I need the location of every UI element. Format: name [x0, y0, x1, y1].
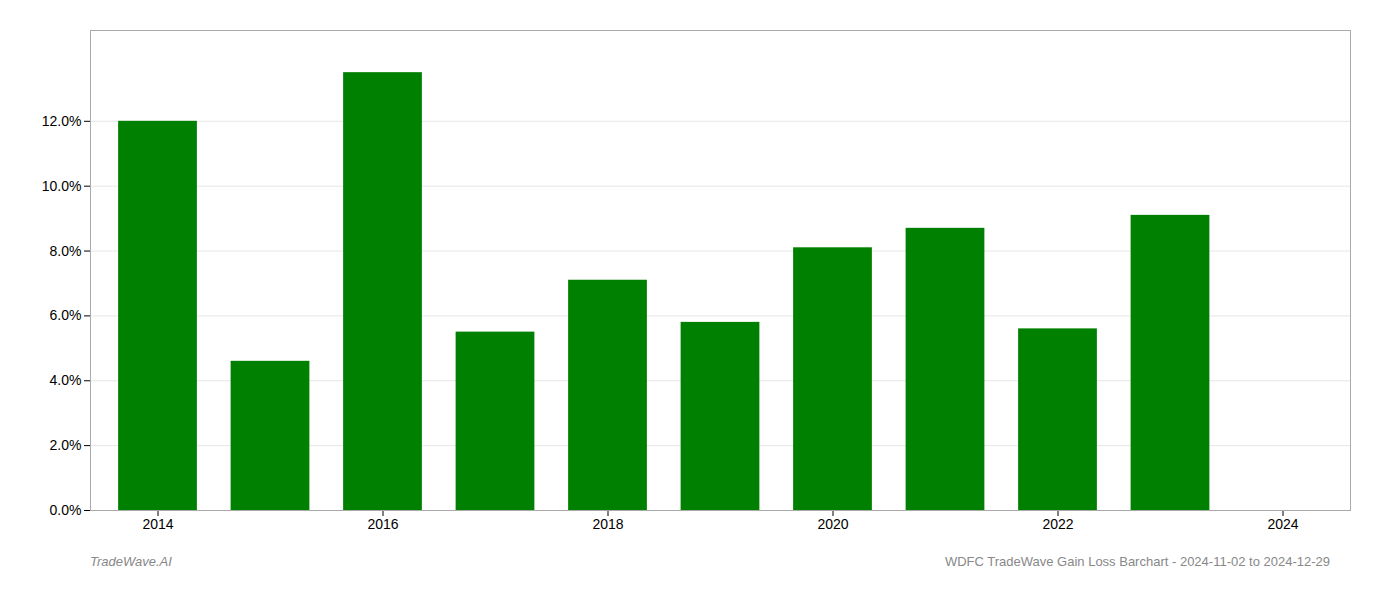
svg-text:0.0%: 0.0%	[50, 502, 82, 518]
svg-text:2016: 2016	[367, 516, 398, 532]
svg-text:12.0%: 12.0%	[42, 113, 82, 129]
svg-text:6.0%: 6.0%	[50, 307, 82, 323]
svg-text:2024: 2024	[1267, 516, 1298, 532]
svg-text:2020: 2020	[817, 516, 848, 532]
svg-text:2022: 2022	[1042, 516, 1073, 532]
html-text:TradeWave.AI: TradeWave.AI	[90, 554, 172, 569]
html-text:WDFC TradeWave Gain Loss Barch: WDFC TradeWave Gain Loss Barchart - 2024…	[944, 554, 1330, 569]
svg-text:2018: 2018	[592, 516, 623, 532]
svg-text:2014: 2014	[142, 516, 173, 532]
svg-text:2.0%: 2.0%	[50, 437, 82, 453]
svg-text:8.0%: 8.0%	[50, 243, 82, 259]
svg-text:4.0%: 4.0%	[50, 372, 82, 388]
svg-text:10.0%: 10.0%	[42, 178, 82, 194]
